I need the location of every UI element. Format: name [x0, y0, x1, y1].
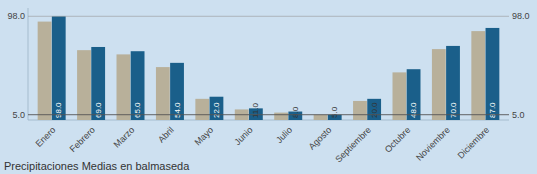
bar: [210, 97, 224, 120]
x-tick-label: Abril: [156, 125, 176, 145]
y-tick-label: 98.0: [512, 11, 530, 21]
data-label: 20.0: [370, 102, 379, 118]
grid: [28, 16, 509, 114]
data-label: 5.0: [330, 106, 339, 118]
bar: [195, 99, 209, 120]
bar: [392, 72, 406, 120]
bar: [38, 22, 52, 120]
data-label: 22.0: [212, 102, 221, 118]
data-label: 54.0: [173, 102, 182, 118]
grid-line: [28, 114, 509, 115]
x-tick-label: Octubre: [383, 125, 413, 155]
data-label: 70.0: [449, 102, 458, 118]
bar: [77, 50, 91, 120]
bar: [170, 63, 184, 120]
y-tick-label: 98.0: [7, 11, 25, 21]
x-tick-label: Febrero: [68, 125, 97, 154]
bar: [91, 47, 105, 120]
data-label: 87.0: [488, 102, 497, 118]
bar: [486, 28, 500, 120]
bar: [367, 99, 381, 120]
data-label: 98.0: [54, 102, 63, 118]
x-tick-label: Diciembre: [456, 125, 492, 161]
bar: [131, 51, 145, 120]
title: Precipitaciones Medias en balmaseda: [4, 160, 190, 172]
chart: 98.0 69.0 65.0 54.0 22.0 11.0 8.0 5.0 20.0 48.0 70…: [0, 0, 537, 174]
data-label: 8.0: [291, 106, 300, 118]
data-label: 48.0: [409, 102, 418, 118]
grid-line: [28, 16, 509, 17]
x-tick-label: Julio: [274, 125, 294, 145]
x-tick-label: Enero: [34, 125, 58, 149]
data-label: 11.0: [251, 102, 260, 118]
x-tick-label: Junio: [232, 125, 254, 147]
y-tick-label: 5.0: [512, 110, 525, 120]
x-tick-label: Mayo: [193, 125, 216, 148]
x-tick-label: Agosto: [307, 125, 334, 152]
y-tick-label: 5.0: [12, 110, 25, 120]
bar: [274, 113, 288, 120]
bar: [471, 31, 485, 120]
bar: [52, 16, 66, 120]
bar: [353, 101, 367, 120]
data-label: 69.0: [94, 102, 103, 118]
bar: [407, 69, 421, 120]
y-axis-line: [28, 8, 29, 120]
x-tick-label: Noviembre: [414, 125, 452, 163]
data-labels: 98.0 69.0 65.0 54.0 22.0 11.0 8.0 5.0 20.0 48.0 70…: [54, 102, 497, 118]
bar: [432, 49, 446, 120]
bar: [156, 67, 170, 120]
data-label: 65.0: [133, 102, 142, 118]
bar: [314, 115, 328, 120]
x-tick-label: Marzo: [112, 125, 137, 150]
bars: [38, 16, 500, 120]
bar: [446, 46, 460, 120]
x-tick-label: Septiembre: [333, 125, 373, 165]
bar: [117, 54, 131, 120]
